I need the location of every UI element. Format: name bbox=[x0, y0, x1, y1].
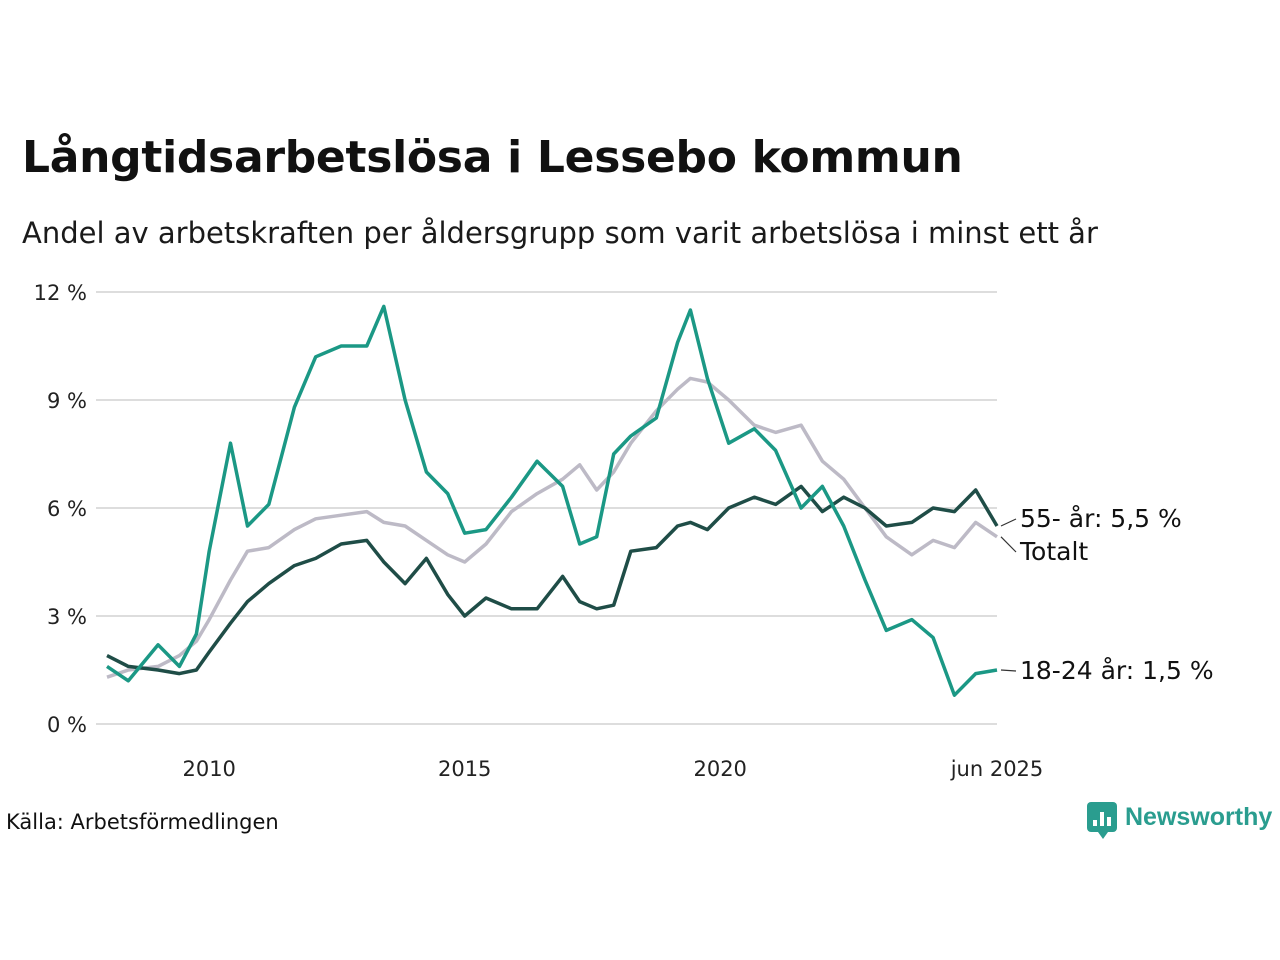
series-line-1 bbox=[106, 484, 999, 676]
line-chart: 0 % 3 % 6 % 9 % 12 % 2010 2015 2020 jun 2025 To… bbox=[34, 281, 1214, 781]
logo-text: Newsworthy bbox=[1125, 802, 1273, 831]
x-tick-label: 2010 bbox=[182, 757, 235, 781]
y-tick-label: 3 % bbox=[47, 605, 87, 629]
y-tick-label: 9 % bbox=[47, 389, 87, 413]
x-tick-label: jun 2025 bbox=[950, 757, 1044, 781]
series-end-label: 55- år: 5,5 % bbox=[1020, 504, 1182, 533]
series-end-label: Totalt bbox=[1019, 537, 1088, 566]
series-lines bbox=[106, 304, 999, 697]
x-axis-ticks: 2010 2015 2020 jun 2025 bbox=[182, 757, 1043, 781]
end-label-connector bbox=[1000, 669, 1017, 672]
end-label-connector bbox=[1000, 518, 1017, 527]
end-labels: Totalt 55- år: 5,5 % 18-24 år: 1,5 % bbox=[1000, 504, 1214, 685]
y-tick-label: 0 % bbox=[47, 713, 87, 737]
source-note: Källa: Arbetsförmedlingen bbox=[6, 810, 279, 834]
x-tick-label: 2015 bbox=[438, 757, 491, 781]
grid-lines bbox=[96, 291, 997, 725]
chart-subtitle: Andel av arbetskraften per åldersgrupp s… bbox=[22, 216, 1098, 250]
series-line-0 bbox=[106, 376, 998, 679]
x-tick-label: 2020 bbox=[693, 757, 746, 781]
series-end-label: 18-24 år: 1,5 % bbox=[1020, 656, 1214, 685]
newsworthy-logo-icon bbox=[1087, 802, 1117, 839]
y-tick-label: 6 % bbox=[47, 497, 87, 521]
newsworthy-logo[interactable]: Newsworthy bbox=[1087, 802, 1273, 839]
chart-title: Långtidsarbetslösa i Lessebo kommun bbox=[22, 132, 963, 183]
y-tick-label: 12 % bbox=[34, 281, 87, 305]
y-axis-ticks: 0 % 3 % 6 % 9 % 12 % bbox=[34, 281, 87, 737]
series-line-2 bbox=[106, 304, 998, 697]
end-label-connector bbox=[1000, 536, 1017, 553]
